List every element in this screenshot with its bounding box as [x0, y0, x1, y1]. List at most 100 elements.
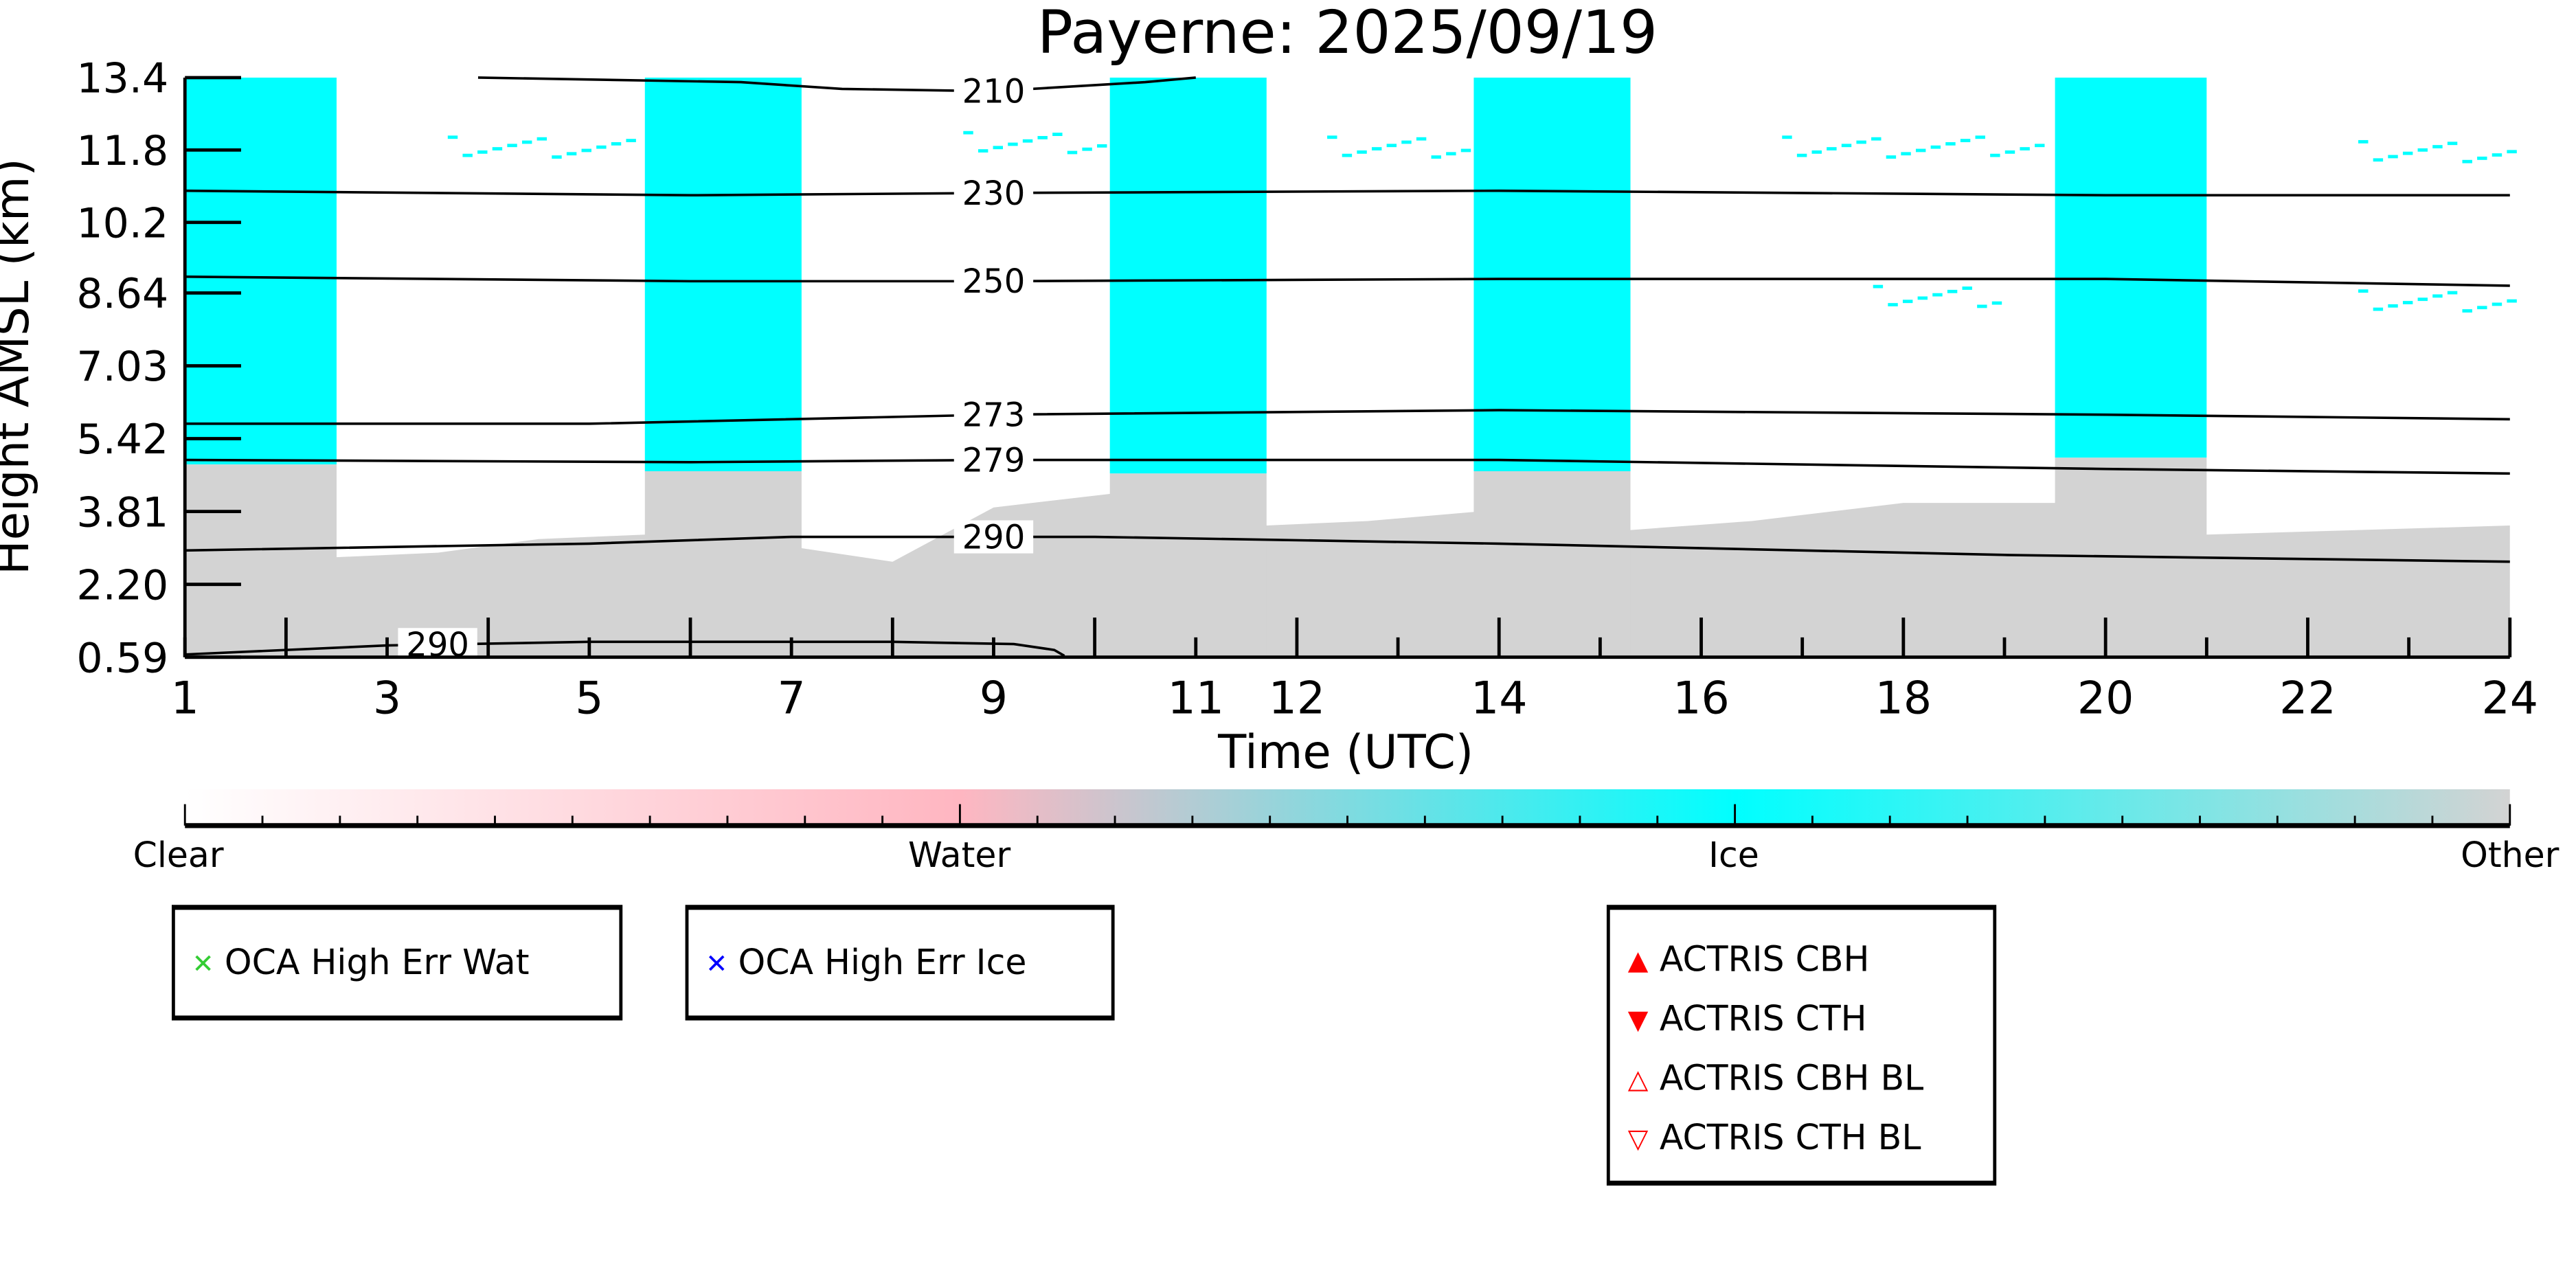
contour-label-bg — [953, 520, 1034, 554]
x-tick-label: 12 — [1269, 673, 1326, 724]
y-tick-label: 11.8 — [76, 127, 168, 175]
ice-column — [1109, 77, 1267, 474]
ice-patch — [462, 153, 473, 157]
ice-patch — [1401, 140, 1412, 144]
ice-column — [2055, 77, 2207, 458]
legend-actris: ▲ ACTRIS CBH ▼ ACTRIS CTH △ ACTRIS CBH BL ▽… — [1606, 905, 1997, 1186]
ice-patch — [2388, 304, 2398, 308]
ice-patch — [1460, 148, 1471, 152]
ice-patch — [2373, 158, 2384, 162]
temperature-contour — [185, 535, 2510, 563]
ice-patch — [1446, 152, 1456, 156]
other-column — [1109, 473, 1267, 657]
y-tick-label: 10.2 — [76, 199, 168, 247]
contour-label: 230 — [962, 174, 1026, 213]
ice-patch — [1873, 284, 1884, 289]
ice-patch — [2462, 159, 2472, 163]
legend-item: ✕ OCA High Err Wat — [175, 933, 620, 993]
ice-patch — [1856, 140, 1866, 144]
ice-patch — [2432, 145, 2443, 148]
legend-item: △ ACTRIS CBH BL — [1610, 1048, 1993, 1108]
y-tick-label: 13.4 — [76, 55, 168, 103]
ice-patch — [1782, 135, 1792, 139]
other-column — [1473, 471, 1631, 657]
contour-label: 250 — [962, 262, 1026, 301]
legend-label: ACTRIS CTH — [1659, 999, 1867, 1039]
x-tick-label: 22 — [2279, 673, 2336, 724]
ice-patch — [1901, 152, 1911, 156]
ice-patch — [1932, 293, 1943, 297]
ice-patch — [2035, 144, 2045, 148]
ice-patch — [507, 144, 517, 148]
y-axis-label: Height AMSL (km) — [0, 158, 39, 575]
ice-patch — [1888, 303, 1898, 306]
ice-patch — [1037, 135, 1048, 139]
ice-patch — [1082, 147, 1092, 151]
ice-patch — [993, 146, 1004, 150]
ice-patch — [1827, 147, 1837, 150]
ice-patch — [2004, 150, 2015, 154]
ice-patch — [1841, 144, 1852, 148]
colorbar-label-water: Water — [907, 835, 1011, 876]
contour-label: 210 — [962, 73, 1026, 111]
legend-label: ACTRIS CBH BL — [1659, 1058, 1924, 1098]
ice-patch — [1915, 148, 1926, 152]
ice-patch — [447, 135, 458, 139]
ice-patch — [1975, 135, 1985, 139]
ice-patch — [2388, 155, 2398, 159]
ice-patch — [978, 149, 988, 153]
ice-patch — [1990, 153, 2000, 157]
ice-patch — [2477, 156, 2487, 160]
ice-patch — [963, 131, 973, 135]
triangle-down-filled-icon: ▼ — [1627, 1003, 1649, 1035]
ice-patch — [566, 152, 577, 156]
ice-column — [1473, 77, 1631, 472]
legend-label: OCA High Err Ice — [738, 942, 1027, 983]
y-tick-label: 3.81 — [76, 488, 168, 536]
y-tick-label: 7.03 — [76, 343, 168, 391]
ice-patch — [521, 140, 532, 144]
temperature-contour — [477, 76, 1196, 93]
legend-item: ▲ ACTRIS CBH — [1610, 929, 1993, 989]
ice-patch — [1917, 296, 1928, 300]
x-tick-label: 3 — [373, 673, 401, 724]
ice-patch — [492, 147, 503, 150]
ice-patch — [2358, 139, 2369, 144]
x-axis-label: Time (UTC) — [1217, 725, 1473, 779]
x-tick-label: 5 — [575, 673, 603, 724]
x-marker-icon: ✕ — [705, 947, 728, 979]
ice-patch — [2373, 307, 2384, 311]
contour-label-bg — [953, 176, 1034, 210]
ice-patch — [2447, 291, 2458, 295]
ice-patch — [536, 137, 547, 141]
legend-label: ACTRIS CTH BL — [1659, 1118, 1921, 1158]
ice-patch — [1357, 150, 1367, 154]
y-tick-label: 8.64 — [76, 270, 168, 318]
ice-patch — [2507, 150, 2517, 154]
ice-patch — [1342, 153, 1353, 157]
contour-label-bg — [953, 398, 1034, 431]
legend-item: ▽ ACTRIS CTH BL — [1610, 1108, 1993, 1168]
legend-oca-water: ✕ OCA High Err Wat — [171, 905, 623, 1021]
contour-label-bg — [953, 443, 1034, 477]
ice-column — [185, 77, 337, 465]
ice-patch — [1097, 144, 1107, 148]
y-tick-label: 0.59 — [76, 634, 168, 682]
ice-patch — [2358, 289, 2369, 293]
x-tick-label: 16 — [1673, 673, 1730, 724]
ice-patch — [2462, 309, 2472, 313]
ice-patch — [477, 150, 488, 154]
x-marker-icon: ✕ — [192, 947, 214, 979]
legend-label: OCA High Err Wat — [224, 942, 530, 983]
ice-patch — [2507, 299, 2517, 303]
temperature-contour — [185, 409, 2510, 425]
x-tick-label: 14 — [1471, 673, 1528, 724]
ice-patch — [581, 148, 591, 152]
ice-patch — [1416, 137, 1427, 141]
temperature-contour — [185, 458, 2510, 475]
legend-item: ▼ ACTRIS CTH — [1610, 989, 1993, 1049]
ice-patch — [626, 139, 636, 142]
colorbar-label-other: Other — [2461, 835, 2560, 876]
ice-patch — [1886, 155, 1897, 159]
